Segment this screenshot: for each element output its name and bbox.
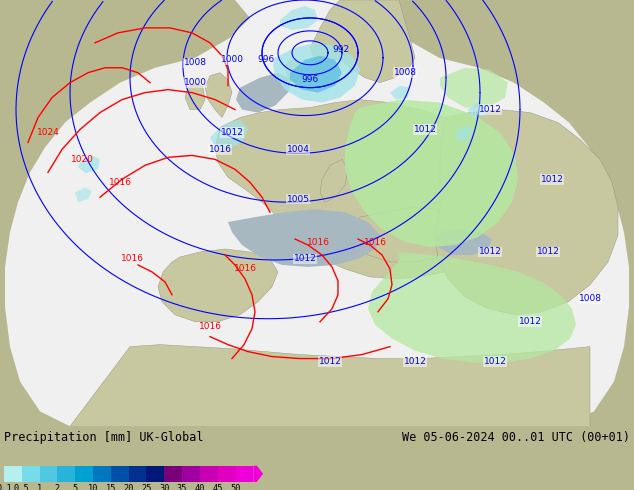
Polygon shape [368,252,576,363]
Bar [164,466,182,482]
Text: 1008: 1008 [183,58,207,67]
Text: 996: 996 [258,55,275,64]
Text: 1012: 1012 [413,125,436,134]
Text: 1012: 1012 [519,317,541,326]
Text: 1000: 1000 [183,78,207,87]
Polygon shape [210,120,248,149]
Bar [217,466,235,482]
Text: 1012: 1012 [479,105,501,114]
Polygon shape [228,209,380,267]
Polygon shape [440,68,508,108]
Polygon shape [355,207,465,262]
Polygon shape [280,6,318,30]
Polygon shape [436,229,492,255]
Text: 25: 25 [141,484,152,490]
FancyArrow shape [254,466,263,482]
Polygon shape [158,249,278,322]
Text: 1012: 1012 [484,357,507,366]
Text: 1016: 1016 [120,254,143,264]
Polygon shape [75,187,92,202]
Text: 1016: 1016 [233,265,257,273]
Bar [4,466,22,482]
Bar [75,466,93,482]
Bar [22,466,39,482]
Polygon shape [345,99,518,247]
Bar [235,466,254,482]
Bar [200,466,217,482]
Text: 1016: 1016 [306,238,330,246]
Text: 0.5: 0.5 [14,484,30,490]
Text: 30: 30 [159,484,169,490]
Text: 5: 5 [73,484,78,490]
Bar [129,466,146,482]
Text: 1012: 1012 [479,247,501,256]
Text: 1020: 1020 [70,155,93,164]
Bar [58,466,75,482]
Text: 1016: 1016 [363,238,387,246]
Polygon shape [320,159,348,202]
Text: 45: 45 [212,484,223,490]
Text: 1012: 1012 [404,357,427,366]
Text: 1012: 1012 [294,254,316,264]
Text: 15: 15 [106,484,116,490]
Polygon shape [205,73,232,118]
Text: 992: 992 [332,45,349,54]
Text: We 05-06-2024 00..01 UTC (00+01): We 05-06-2024 00..01 UTC (00+01) [402,431,630,444]
Text: Precipitation [mm] UK-Global: Precipitation [mm] UK-Global [4,431,204,444]
Polygon shape [78,155,100,173]
Text: 1012: 1012 [221,128,243,137]
Polygon shape [310,0,415,83]
Polygon shape [70,344,590,426]
Bar [111,466,129,482]
Polygon shape [468,102,488,118]
Polygon shape [273,43,360,102]
Polygon shape [236,73,292,113]
Polygon shape [185,83,205,110]
Polygon shape [290,56,342,93]
Text: 40: 40 [195,484,205,490]
Text: 1016: 1016 [108,178,131,187]
Polygon shape [5,0,629,426]
Text: 1004: 1004 [287,145,309,154]
Text: 996: 996 [301,75,319,84]
Polygon shape [455,125,472,142]
Text: 10: 10 [87,484,98,490]
Text: 1016: 1016 [209,145,231,154]
Polygon shape [285,60,302,83]
Bar [182,466,200,482]
Text: 1012: 1012 [318,357,342,366]
Bar [39,466,58,482]
Text: 50: 50 [230,484,241,490]
Text: 1008: 1008 [578,294,602,303]
Polygon shape [435,110,618,315]
Text: 0.1: 0.1 [0,484,12,490]
Text: 1024: 1024 [37,128,60,137]
Text: 1000: 1000 [221,55,243,64]
Text: 1012: 1012 [541,175,564,184]
Bar [146,466,164,482]
Text: 20: 20 [124,484,134,490]
Polygon shape [390,86,410,99]
Text: 1: 1 [37,484,42,490]
Text: 1008: 1008 [394,68,417,77]
Text: 1016: 1016 [198,322,221,331]
Text: 2: 2 [55,484,60,490]
Text: 1012: 1012 [536,247,559,256]
Text: 1005: 1005 [287,195,309,204]
Polygon shape [215,99,515,279]
Text: 35: 35 [177,484,187,490]
Bar [93,466,111,482]
